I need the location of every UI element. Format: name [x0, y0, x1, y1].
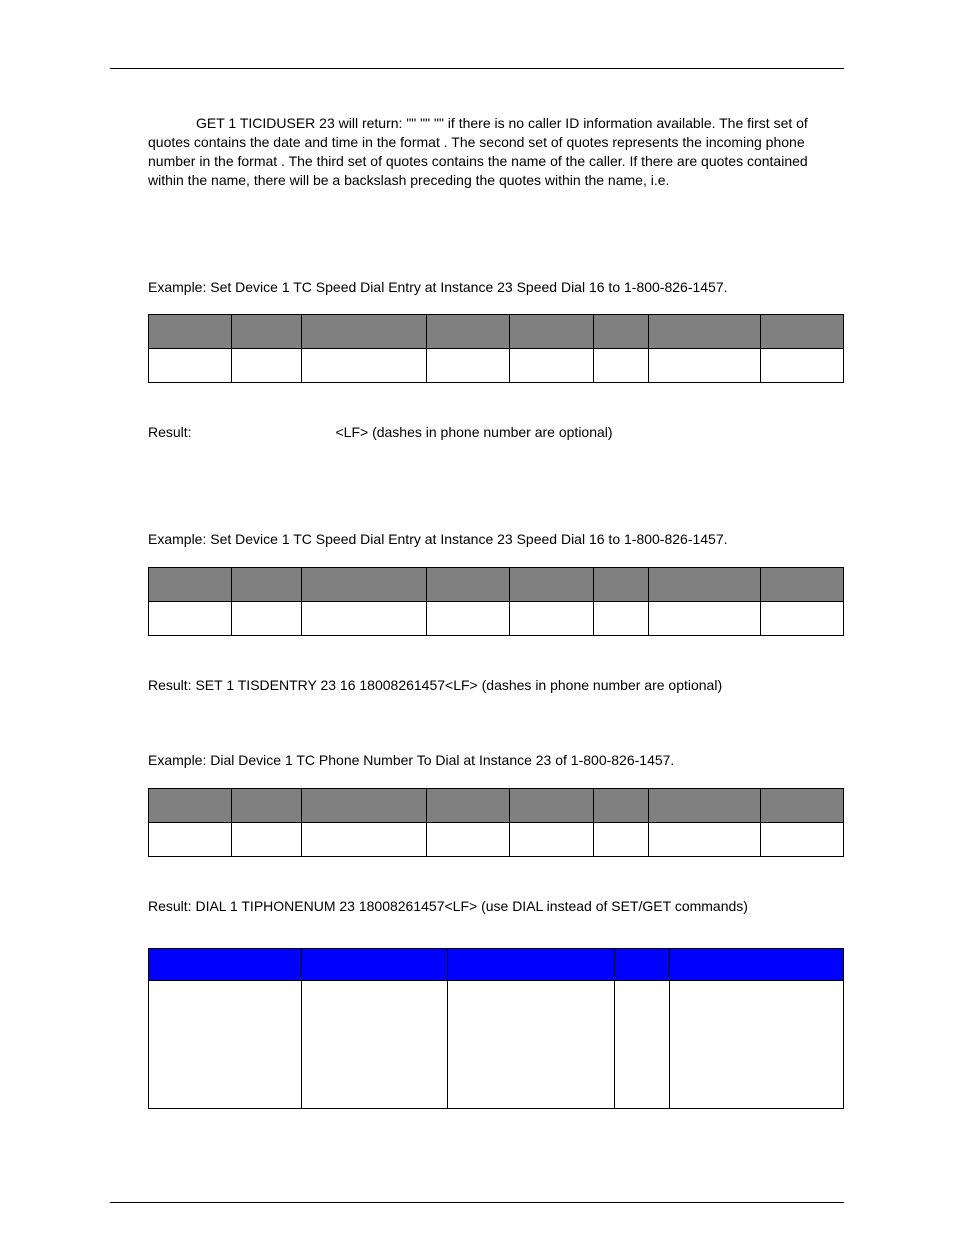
table-cell	[447, 980, 614, 1108]
table-cell	[670, 980, 844, 1108]
table-cell	[649, 349, 760, 383]
table-header-cell	[149, 315, 232, 349]
example-1-table	[148, 314, 844, 383]
table-cell	[649, 602, 760, 636]
table-row	[149, 823, 844, 857]
table-header-cell	[232, 315, 302, 349]
table-header-cell	[426, 315, 509, 349]
table-cell	[232, 823, 302, 857]
table-header-cell	[614, 948, 670, 980]
table-row	[149, 980, 844, 1108]
table-cell	[301, 980, 447, 1108]
content-area: GET 1 TICIDUSER 23 will return: "" "" ""…	[148, 68, 844, 1109]
table-cell	[301, 349, 426, 383]
example-3-table	[148, 788, 844, 857]
example-2-table	[148, 567, 844, 636]
table-cell	[760, 602, 843, 636]
table-header-cell	[760, 315, 843, 349]
table-header-cell	[649, 315, 760, 349]
table-header-cell	[232, 568, 302, 602]
table-cell	[593, 823, 649, 857]
table-header-cell	[593, 568, 649, 602]
table-header-cell	[510, 315, 593, 349]
table-header-cell	[301, 789, 426, 823]
table-header-row	[149, 315, 844, 349]
example-2-text: Example: Set Device 1 TC Speed Dial Entr…	[148, 530, 844, 549]
table-cell	[149, 823, 232, 857]
table-header-cell	[426, 568, 509, 602]
table-cell	[232, 349, 302, 383]
table-header-cell	[301, 948, 447, 980]
table-cell	[510, 823, 593, 857]
intro-paragraph: GET 1 TICIDUSER 23 will return: "" "" ""…	[148, 114, 844, 190]
table-header-cell	[510, 789, 593, 823]
summary-table	[148, 948, 844, 1109]
table-header-cell	[149, 789, 232, 823]
example-3-text: Example: Dial Device 1 TC Phone Number T…	[148, 751, 844, 770]
example-1-text: Example: Set Device 1 TC Speed Dial Entr…	[148, 278, 844, 297]
result-1-text: Result: <LF> (dashes in phone number are…	[148, 423, 844, 442]
table-header-cell	[301, 315, 426, 349]
table-cell	[760, 823, 843, 857]
table-header-cell	[301, 568, 426, 602]
table-cell	[149, 980, 302, 1108]
table-header-cell	[510, 568, 593, 602]
bottom-rule	[110, 1202, 844, 1203]
table-cell	[149, 349, 232, 383]
table-cell	[593, 602, 649, 636]
page: GET 1 TICIDUSER 23 will return: "" "" ""…	[0, 0, 954, 1235]
result-3-text: Result: DIAL 1 TIPHONENUM 23 18008261457…	[148, 897, 844, 916]
table-row	[149, 349, 844, 383]
table-cell	[510, 349, 593, 383]
table-cell	[593, 349, 649, 383]
table-cell	[760, 349, 843, 383]
table-cell	[510, 602, 593, 636]
table-header-cell	[447, 948, 614, 980]
table-header-row	[149, 789, 844, 823]
table-header-row	[149, 568, 844, 602]
result-2-text: Result: SET 1 TISDENTRY 23 16 1800826145…	[148, 676, 844, 695]
table-cell	[149, 602, 232, 636]
table-header-cell	[426, 789, 509, 823]
table-header-cell	[760, 789, 843, 823]
table-cell	[301, 602, 426, 636]
table-header-cell	[149, 948, 302, 980]
table-row	[149, 602, 844, 636]
table-header-cell	[649, 568, 760, 602]
table-header-cell	[670, 948, 844, 980]
table-cell	[426, 823, 509, 857]
table-cell	[301, 823, 426, 857]
table-header-cell	[649, 789, 760, 823]
table-header-cell	[232, 789, 302, 823]
table-cell	[232, 602, 302, 636]
table-header-row	[149, 948, 844, 980]
table-cell	[649, 823, 760, 857]
table-cell	[426, 602, 509, 636]
table-cell	[426, 349, 509, 383]
table-header-cell	[593, 315, 649, 349]
table-header-cell	[149, 568, 232, 602]
table-cell	[614, 980, 670, 1108]
table-header-cell	[760, 568, 843, 602]
table-header-cell	[593, 789, 649, 823]
